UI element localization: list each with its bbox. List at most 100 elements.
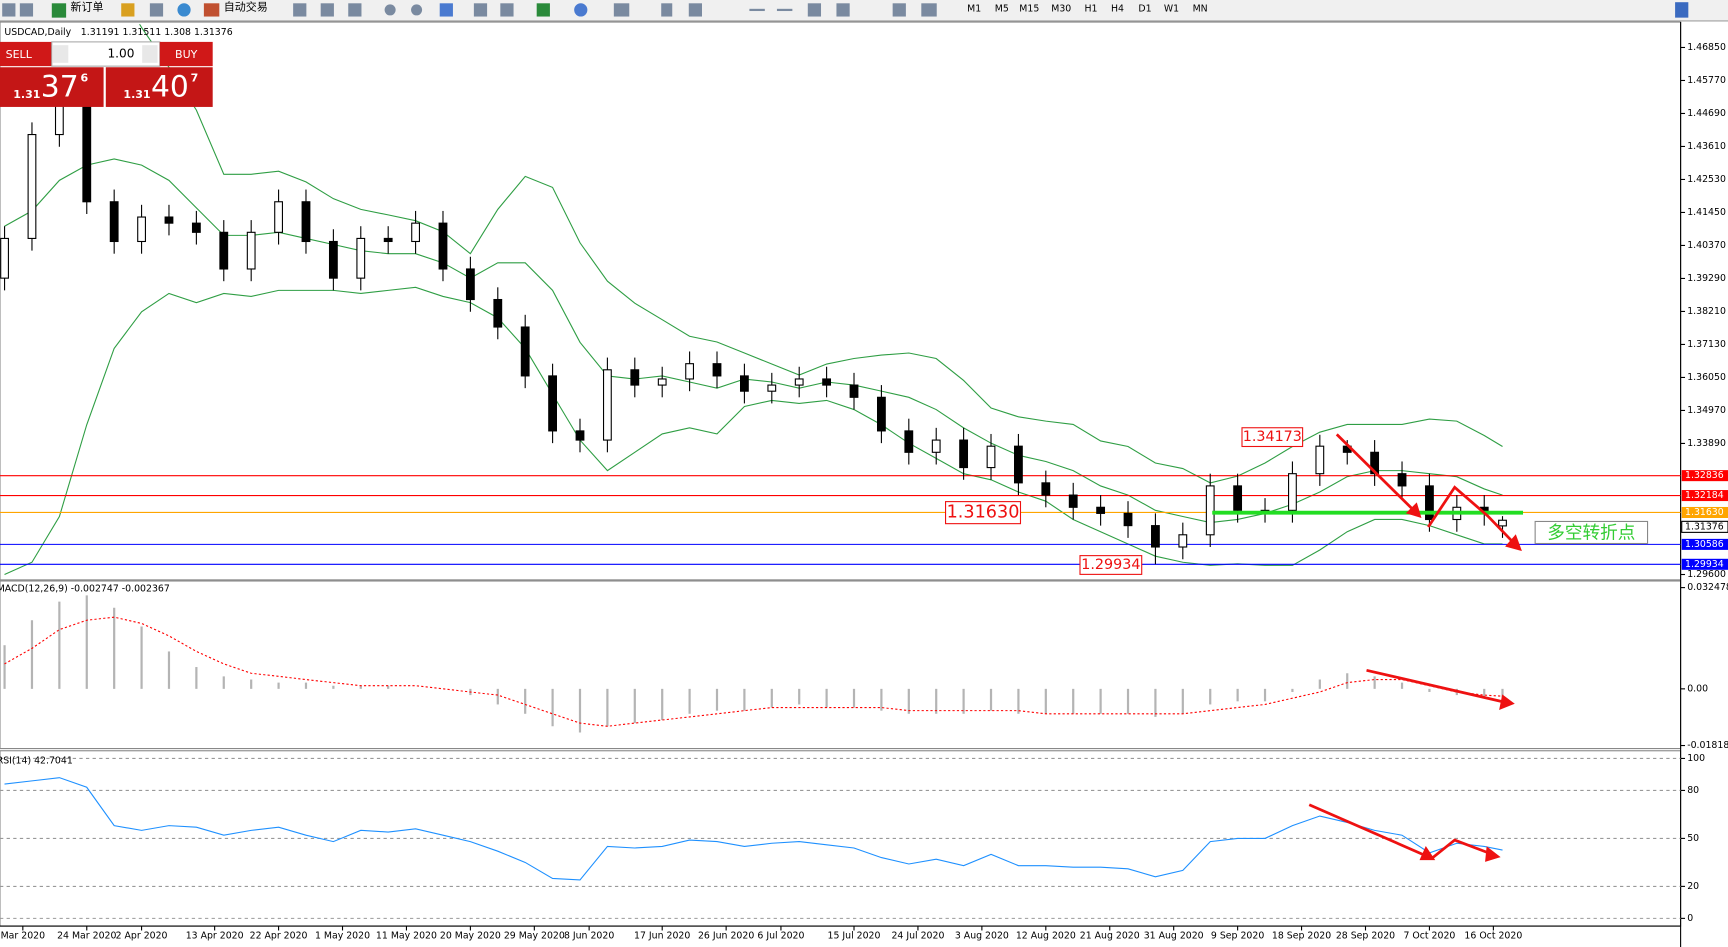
candle-body [849, 384, 859, 398]
candle-body [191, 222, 201, 233]
timeframe-button[interactable]: M15 [1019, 3, 1039, 14]
icon[interactable] [320, 3, 334, 17]
icon[interactable] [661, 3, 673, 17]
icon[interactable] [473, 3, 488, 17]
price-tick-label: 1.40370 [1687, 240, 1726, 251]
sell-price-small[interactable]: 6 [80, 71, 88, 84]
lots-input[interactable] [51, 41, 161, 67]
macd-plot [3, 595, 1504, 733]
level-axis-label: 1.32836 [1685, 470, 1724, 481]
candle-body [739, 375, 749, 392]
note-box [1534, 520, 1649, 545]
rsi-title: RSI(14) [0, 755, 31, 766]
icon[interactable] [892, 3, 906, 17]
buy-price-prefix[interactable]: 1.31 [123, 88, 150, 101]
time-tick-label: 8 Jun 2020 [564, 930, 614, 941]
buy-price-big[interactable]: 40 [151, 70, 189, 105]
icon[interactable] [613, 3, 630, 17]
timeframe-button[interactable]: M1 [967, 3, 981, 14]
arrow-head [1485, 846, 1501, 862]
icon[interactable] [19, 3, 34, 17]
candle-body [931, 439, 941, 453]
candle-body [1288, 473, 1297, 511]
sell-label[interactable]: SELL [6, 48, 33, 61]
new-order-button[interactable]: 新订单 [71, 0, 104, 14]
candle-body [137, 216, 146, 243]
icon[interactable] [348, 3, 362, 17]
candle-body [493, 298, 503, 328]
icon[interactable] [749, 8, 765, 12]
buy-button[interactable] [159, 41, 213, 67]
time-tick-label: 16 Oct 2020 [1464, 930, 1522, 941]
icon[interactable] [500, 3, 514, 17]
icon[interactable] [1675, 2, 1689, 18]
candle-body [54, 103, 64, 136]
candle-body [1498, 519, 1507, 527]
price-tick-label: 1.43610 [1687, 141, 1726, 152]
candle-body [959, 439, 969, 469]
lots-up[interactable] [142, 45, 158, 63]
macd-tick-label: -0.018182 [1687, 740, 1728, 751]
price-plot [0, 24, 1681, 575]
candle-body [1151, 525, 1160, 548]
timeframe-button[interactable]: D1 [1138, 3, 1151, 14]
timeframe-button[interactable]: H1 [1085, 3, 1098, 14]
icon[interactable] [177, 3, 191, 17]
timeframe-button[interactable]: W1 [1164, 3, 1179, 14]
candle-body [301, 201, 311, 243]
trend-arrow [1427, 485, 1519, 548]
price-tick-label: 1.44690 [1687, 108, 1726, 119]
icon[interactable] [411, 4, 423, 16]
sell-button[interactable] [0, 41, 52, 67]
time-tick-label: 12 Aug 2020 [1016, 930, 1076, 941]
candle-body [383, 237, 393, 243]
timeframe-bar: M1 M5 M15 M30 H1 H4 D1 W1 MN [967, 3, 1207, 14]
buy-price-small[interactable]: 7 [191, 71, 199, 84]
time-tick-label: 9 Sep 2020 [1211, 930, 1264, 941]
icon[interactable] [2, 3, 16, 17]
icon[interactable] [121, 3, 135, 17]
candle-body [712, 363, 722, 377]
candle-body [685, 363, 695, 380]
buy-price-box[interactable] [105, 67, 213, 107]
candle-body [822, 378, 832, 386]
candle-body [986, 445, 996, 469]
candle-body [1096, 506, 1106, 514]
icon[interactable] [149, 3, 164, 17]
rsi-tick-label: 0 [1687, 913, 1693, 924]
icon[interactable] [293, 3, 307, 17]
icon[interactable] [807, 3, 822, 17]
timeframe-button[interactable]: M30 [1051, 3, 1071, 14]
sell-price-prefix[interactable]: 1.31 [13, 88, 40, 101]
time-tick-label: 13 Apr 2020 [186, 930, 244, 941]
timeframe-button[interactable]: M5 [995, 3, 1009, 14]
candle-body [904, 430, 914, 453]
rsi-plot [0, 757, 1681, 919]
timeframe-button[interactable]: H4 [1111, 3, 1124, 14]
icon[interactable] [439, 3, 453, 17]
sell-price-big[interactable]: 37 [41, 70, 79, 105]
auto-trading-button[interactable]: 自动交易 [224, 0, 268, 14]
rsi-arrow [1308, 803, 1431, 859]
buy-label[interactable]: BUY [175, 48, 198, 61]
candle-body [246, 231, 256, 270]
rsi-tick-label: 100 [1687, 753, 1705, 764]
icon[interactable] [776, 8, 793, 12]
icon[interactable] [203, 3, 220, 17]
candle-body [274, 201, 283, 233]
arrow-head [1499, 694, 1515, 710]
lots-down[interactable] [52, 45, 69, 63]
icon[interactable] [836, 3, 850, 17]
level-axis-label: 1.32184 [1685, 490, 1724, 501]
lots-value[interactable]: 1.00 [107, 47, 134, 61]
icon[interactable] [384, 4, 396, 16]
icon[interactable] [688, 3, 702, 17]
time-tick-label: 29 May 2020 [504, 930, 565, 941]
icon[interactable] [574, 3, 588, 17]
timeframe-button[interactable]: MN [1193, 3, 1208, 14]
icon[interactable] [921, 3, 937, 17]
price-tick-label: 1.36050 [1687, 372, 1726, 383]
sell-price-box[interactable] [0, 67, 104, 107]
icon[interactable] [536, 3, 550, 17]
icon[interactable] [51, 3, 67, 18]
